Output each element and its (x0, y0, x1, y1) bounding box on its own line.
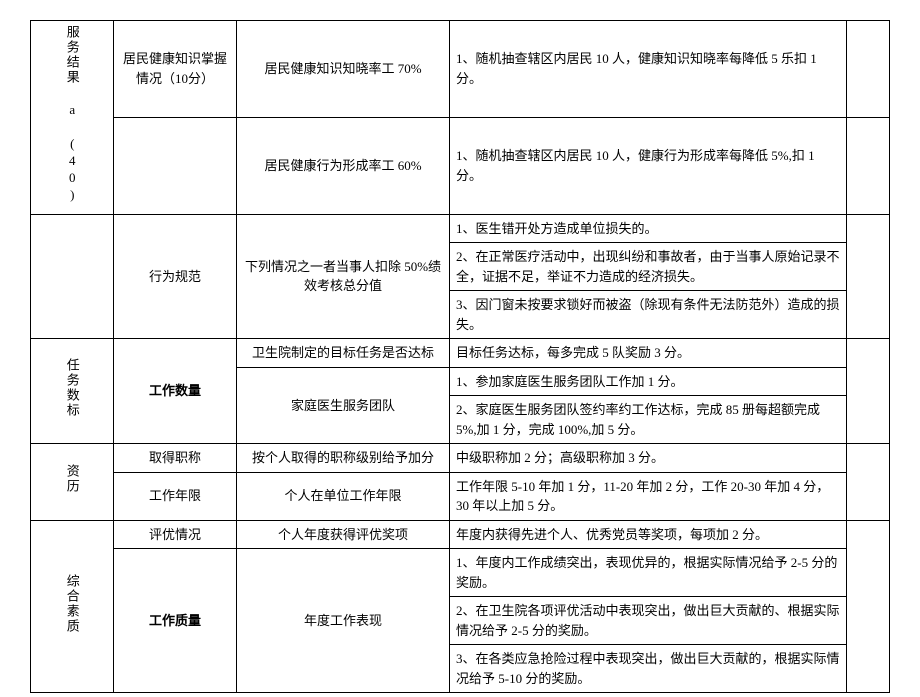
cell: 居民健康知识知晓率工 70% (237, 21, 450, 118)
cell: 卫生院制定的目标任务是否达标 (237, 339, 450, 368)
table-row: 工作质量 年度工作表现 1、年度内工作成绩突出，表现优异的，根据实际情况给予 2… (31, 549, 890, 597)
cell: 工作数量 (114, 339, 237, 444)
cell: 评优情况 (114, 520, 237, 549)
category-quality: 综合素质 (31, 520, 114, 693)
cell: 下列情况之一者当事人扣除 50%绩效考核总分值 (237, 214, 450, 339)
cell: 1、年度内工作成绩突出，表现优异的，根据实际情况给予 2-5 分的奖励。 (450, 549, 847, 597)
cell: 2、家庭医生服务团队签约率约工作达标，完成 85 册每超额完成 5%,加 1 分… (450, 396, 847, 444)
cell: 2、在卫生院各项评优活动中表现突出，做出巨大贡献的、根据实际情况给予 2-5 分… (450, 597, 847, 645)
category-blank (31, 214, 114, 339)
cell: 3、在各类应急抢险过程中表现突出，做出巨大贡献的，根据实际情况给予 5-10 分… (450, 645, 847, 693)
cell: 3、因门窗未按要求锁好而被盗（除现有条件无法防范外）造成的损失。 (450, 291, 847, 339)
category-service-result: 服务结果 a (40) (31, 21, 114, 215)
table-row: 服务结果 a (40) 居民健康知识掌握情况（10分） 居民健康知识知晓率工 7… (31, 21, 890, 118)
table-row: 综合素质 评优情况 个人年度获得评优奖项 年度内获得先进个人、优秀党员等奖项，每… (31, 520, 890, 549)
table-row: 任务数标 工作数量 卫生院制定的目标任务是否达标 目标任务达标，每多完成 5 队… (31, 339, 890, 368)
cell: 目标任务达标，每多完成 5 队奖励 3 分。 (450, 339, 847, 368)
table-row: 资历 取得职称 按个人取得的职称级别给予加分 中级职称加 2 分；高级职称加 3… (31, 444, 890, 473)
cell: 工作质量 (114, 549, 237, 693)
cell: 2、在正常医疗活动中，出现纠纷和事故者，由于当事人原始记录不全，证据不足，举证不… (450, 243, 847, 291)
cell: 年度工作表现 (237, 549, 450, 693)
cell: 个人在单位工作年限 (237, 472, 450, 520)
cell-score (847, 520, 890, 693)
cell-score (847, 444, 890, 521)
category-task-count: 任务数标 (31, 339, 114, 444)
cell: 1、随机抽查辖区内居民 10 人，健康行为形成率每降低 5%,扣 1 分。 (450, 117, 847, 214)
cell: 家庭医生服务团队 (237, 367, 450, 444)
cell-score (847, 339, 890, 444)
table-row: 工作年限 个人在单位工作年限 工作年限 5-10 年加 1 分，11-20 年加… (31, 472, 890, 520)
cell: 1、医生错开处方造成单位损失的。 (450, 214, 847, 243)
cell: 个人年度获得评优奖项 (237, 520, 450, 549)
cell: 工作年限 5-10 年加 1 分，11-20 年加 2 分，工作 20-30 年… (450, 472, 847, 520)
category-qualification: 资历 (31, 444, 114, 521)
cell: 中级职称加 2 分；高级职称加 3 分。 (450, 444, 847, 473)
cell: 1、随机抽查辖区内居民 10 人，健康知识知晓率每降低 5 乐扣 1 分。 (450, 21, 847, 118)
table-row: 行为规范 下列情况之一者当事人扣除 50%绩效考核总分值 1、医生错开处方造成单… (31, 214, 890, 243)
evaluation-table: 服务结果 a (40) 居民健康知识掌握情况（10分） 居民健康知识知晓率工 7… (30, 20, 890, 693)
cell: 居民健康行为形成率工 60% (237, 117, 450, 214)
cell: 按个人取得的职称级别给予加分 (237, 444, 450, 473)
cell-score (847, 21, 890, 118)
cell: 工作年限 (114, 472, 237, 520)
cell-score (847, 214, 890, 339)
table-row: 居民健康行为形成率工 60% 1、随机抽查辖区内居民 10 人，健康行为形成率每… (31, 117, 890, 214)
cell: 取得职称 (114, 444, 237, 473)
cell (114, 117, 237, 214)
cell: 1、参加家庭医生服务团队工作加 1 分。 (450, 367, 847, 396)
cell: 行为规范 (114, 214, 237, 339)
cell: 居民健康知识掌握情况（10分） (114, 21, 237, 118)
cell-score (847, 117, 890, 214)
cell: 年度内获得先进个人、优秀党员等奖项，每项加 2 分。 (450, 520, 847, 549)
